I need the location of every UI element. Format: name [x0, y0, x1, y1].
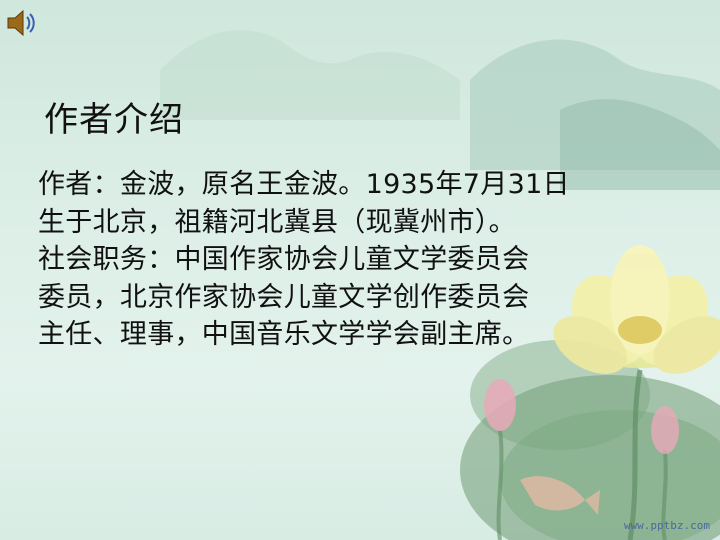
- text-line: 生于北京，祖籍河北冀县（现冀州市）。: [38, 206, 516, 238]
- text-line: 社会职务：中国作家协会儿童文学委员会: [38, 244, 530, 275]
- text-line: 作者：金波，原名王金波。1935年7月31日: [38, 169, 570, 200]
- watermark: www.pptbz.com: [623, 519, 710, 532]
- text-line: 委员，北京作家协会儿童文学创作委员会: [38, 281, 530, 313]
- author-intro-text: 作者：金波，原名王金波。1935年7月31日 生于北京，祖籍河北冀县（现冀州市）…: [38, 166, 658, 354]
- text-line: 主任、理事，中国音乐文学学会副主席。: [38, 319, 530, 350]
- slide-title: 作者介绍: [44, 100, 184, 140]
- speaker-icon[interactable]: [4, 6, 38, 40]
